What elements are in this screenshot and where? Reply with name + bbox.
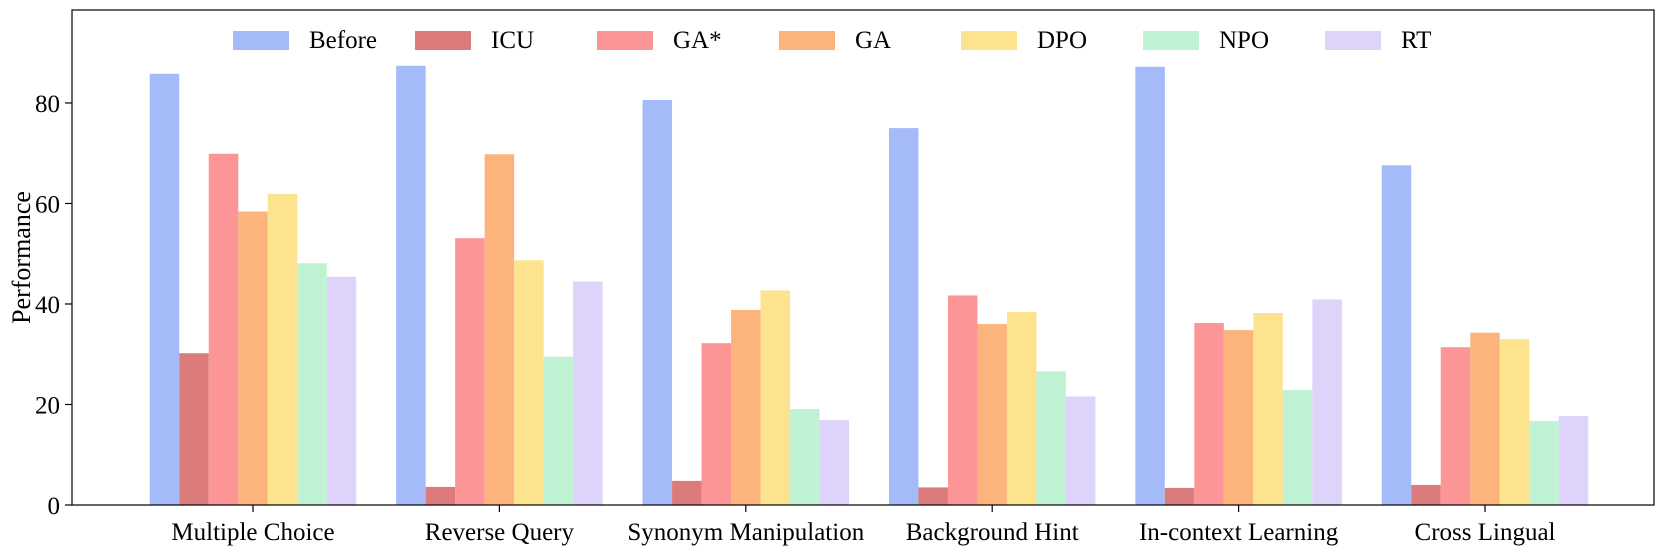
bar-ga-in-context-learning xyxy=(1223,330,1254,505)
legend-label-npo: NPO xyxy=(1219,27,1269,54)
x-tick-label-cross-lingual: Cross Lingual xyxy=(1415,519,1556,546)
bar-rt-in-context-learning xyxy=(1312,299,1342,505)
y-axis-title: Performance xyxy=(7,191,36,324)
bar-ga-cross-lingual xyxy=(1440,347,1471,505)
bar-icu-synonym-manipulation xyxy=(672,480,702,505)
bar-npo-background-hint xyxy=(1036,371,1066,505)
legend-label-ga: GA xyxy=(855,27,891,54)
legend-label-before: Before xyxy=(309,27,377,54)
bar-before-synonym-manipulation xyxy=(642,99,673,505)
x-tick-label-multiple-choice: Multiple Choice xyxy=(171,519,334,546)
y-axis: 0 20 40 60 80 xyxy=(35,91,72,520)
bar-rt-multiple-choice xyxy=(326,276,357,505)
legend-swatch-npo xyxy=(1143,31,1199,50)
bar-npo-synonym-manipulation xyxy=(790,409,820,505)
bar-icu-background-hint xyxy=(918,487,948,505)
bar-npo-multiple-choice xyxy=(297,263,327,505)
legend-label-ga: GA* xyxy=(673,27,722,54)
legend-label-rt: RT xyxy=(1401,27,1431,54)
bar-ga-multiple-choice xyxy=(238,211,268,505)
bar-dpo-background-hint xyxy=(1006,312,1037,505)
bar-rt-reverse-query xyxy=(573,281,603,505)
bar-icu-reverse-query xyxy=(425,486,456,505)
bar-ga-reverse-query xyxy=(484,154,515,506)
plot-frame xyxy=(71,9,1655,506)
bar-dpo-reverse-query xyxy=(514,260,544,505)
bar-ga-cross-lingual xyxy=(1470,332,1500,505)
bar-npo-in-context-learning xyxy=(1282,389,1313,505)
y-tick-label: 60 xyxy=(35,191,60,218)
bar-before-multiple-choice xyxy=(149,73,180,505)
bar-ga-in-context-learning xyxy=(1194,323,1224,505)
bar-ga-multiple-choice xyxy=(208,153,239,506)
bar-rt-synonym-manipulation xyxy=(819,420,850,505)
bar-before-reverse-query xyxy=(396,65,426,505)
bar-rt-background-hint xyxy=(1065,396,1096,505)
bar-dpo-in-context-learning xyxy=(1253,313,1283,505)
x-axis: Multiple Choice Reverse Query Synonym Mani… xyxy=(171,505,1556,546)
bar-rt-cross-lingual xyxy=(1558,416,1589,505)
x-tick-label-synonym-manipulation: Synonym Manipulation xyxy=(627,519,864,546)
y-tick-label: 20 xyxy=(35,392,60,419)
legend: Before ICU GA* GA DPO NPO RT xyxy=(233,27,1431,54)
bar-icu-cross-lingual xyxy=(1411,484,1441,505)
bar-dpo-cross-lingual xyxy=(1499,339,1530,505)
bar-ga-reverse-query xyxy=(455,238,485,505)
legend-label-dpo: DPO xyxy=(1037,27,1087,54)
bar-dpo-synonym-manipulation xyxy=(760,290,791,505)
bar-icu-multiple-choice xyxy=(179,353,209,505)
x-tick-label-in-context-learning: In-context Learning xyxy=(1139,519,1339,546)
bar-icu-in-context-learning xyxy=(1164,487,1195,505)
x-tick-label-reverse-query: Reverse Query xyxy=(425,519,575,546)
legend-swatch-dpo xyxy=(961,31,1017,50)
bar-ga-background-hint xyxy=(977,324,1007,505)
legend-label-icu: ICU xyxy=(491,27,534,54)
bar-dpo-multiple-choice xyxy=(267,193,298,505)
legend-swatch-ga xyxy=(597,31,653,50)
bar-before-cross-lingual xyxy=(1381,165,1412,505)
bar-ga-synonym-manipulation xyxy=(701,343,732,505)
bar-npo-reverse-query xyxy=(543,356,574,505)
bars-layer xyxy=(149,65,1589,506)
x-tick-label-background-hint: Background Hint xyxy=(906,519,1079,546)
y-tick-label: 80 xyxy=(35,91,60,118)
bar-before-in-context-learning xyxy=(1135,66,1165,505)
bar-ga-background-hint xyxy=(947,295,978,505)
legend-swatch-before xyxy=(233,31,289,50)
y-tick-label: 0 xyxy=(48,493,61,520)
legend-swatch-icu xyxy=(415,31,471,50)
y-tick-label: 40 xyxy=(35,292,60,319)
bar-before-background-hint xyxy=(888,128,919,505)
bar-ga-synonym-manipulation xyxy=(731,310,761,505)
legend-swatch-ga xyxy=(779,31,835,50)
bar-npo-cross-lingual xyxy=(1529,421,1559,505)
legend-swatch-rt xyxy=(1325,31,1381,50)
